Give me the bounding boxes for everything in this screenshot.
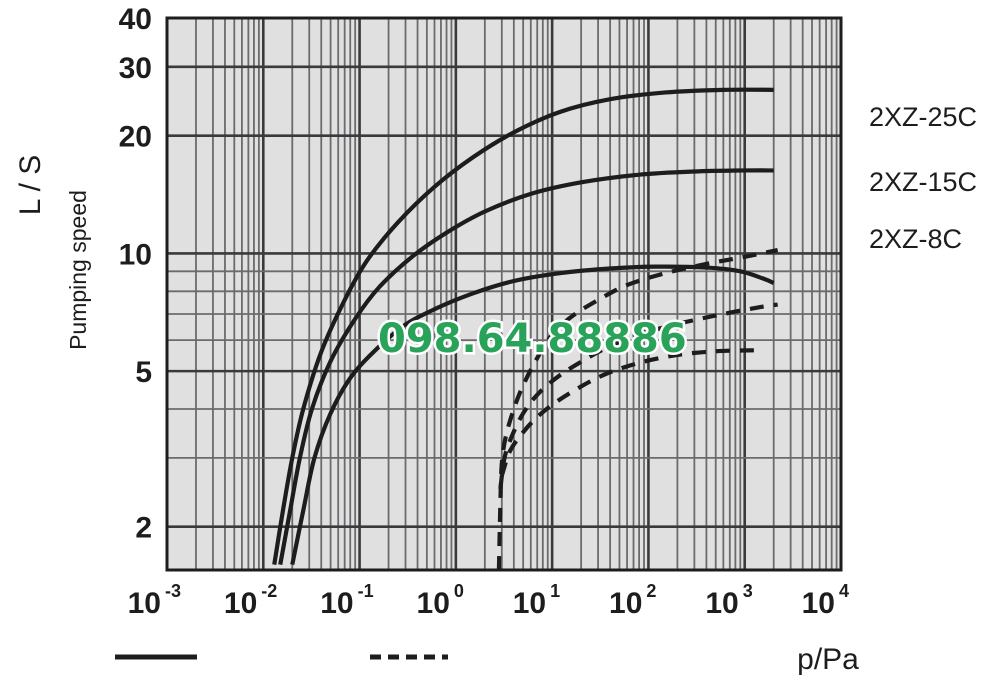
series-curve-2xz-8c-dashed: [499, 348, 762, 477]
y-tick-40: 40: [119, 3, 152, 36]
y-tick-20: 20: [119, 121, 152, 154]
y-axis-title: Pumping speed: [65, 190, 91, 350]
series-label-2xz-8c: 2XZ-8C: [869, 224, 962, 254]
y-axis-unit-label: L / S: [14, 155, 47, 216]
svg-text:3: 3: [743, 581, 753, 601]
y-tick-30: 30: [119, 52, 152, 85]
svg-text:-2: -2: [261, 581, 277, 601]
series-label-2xz-15c: 2XZ-15C: [869, 167, 977, 197]
plot-background: [167, 18, 841, 570]
svg-text:10: 10: [705, 587, 738, 620]
x-tick-10e1: 10 1: [513, 581, 560, 620]
svg-text:10: 10: [320, 587, 353, 620]
svg-text:10: 10: [224, 587, 257, 620]
series-curves: [272, 87, 779, 571]
svg-text:10: 10: [802, 587, 835, 620]
svg-text:10: 10: [417, 587, 450, 620]
x-tick-10e0: 10 0: [417, 581, 464, 620]
series-curve-2xz-25c: [272, 87, 774, 565]
svg-text:10: 10: [609, 587, 642, 620]
vertical-gridlines: [165, 18, 843, 570]
series-label-2xz-25c: 2XZ-25C: [869, 102, 977, 132]
svg-text:-1: -1: [358, 581, 374, 601]
x-tick-10e-1: 10 -1: [320, 581, 373, 620]
plot-frame: [165, 16, 843, 572]
x-tick-10e-3: 10 -3: [128, 581, 181, 620]
y-tick-5: 5: [135, 356, 152, 389]
x-axis-tick-labels: 10 -3 10 -2 10 -1 10 0 10 1 10 2 10 3 10 4: [128, 581, 849, 620]
svg-text:10: 10: [128, 587, 161, 620]
horizontal-gridlines: [167, 16, 841, 529]
series-curve-2xz-15c: [278, 168, 774, 565]
svg-text:10: 10: [513, 587, 546, 620]
x-tick-10e2: 10 2: [609, 581, 656, 620]
series-curve-2xz-8c: [290, 264, 775, 566]
svg-text:1: 1: [550, 581, 560, 601]
series-curve-2xz-15c-dashed: [498, 302, 778, 490]
x-axis-title: p/Pa: [797, 643, 859, 676]
y-tick-2: 2: [135, 512, 152, 545]
x-tick-10e3: 10 3: [705, 581, 752, 620]
svg-text:4: 4: [839, 581, 849, 601]
watermark-phone: 098.64.88886: [378, 316, 687, 362]
svg-text:-3: -3: [165, 581, 181, 601]
svg-text:0: 0: [454, 581, 464, 601]
x-tick-10e-2: 10 -2: [224, 581, 277, 620]
svg-text:2: 2: [646, 581, 656, 601]
y-axis-tick-labels: 40 30 20 10 5 2: [119, 3, 152, 545]
x-tick-10e4: 10 4: [802, 581, 849, 620]
y-tick-10: 10: [119, 238, 152, 271]
series-curve-2xz-25c-dashed: [496, 247, 779, 571]
